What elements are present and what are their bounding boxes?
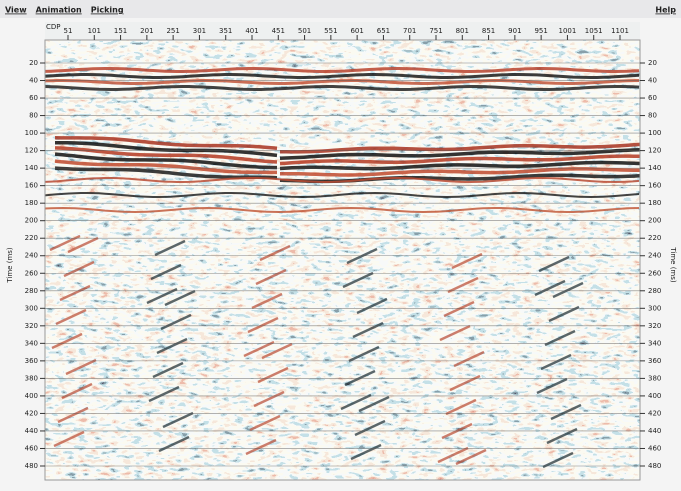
y-tick-label-left: 440 bbox=[25, 427, 38, 435]
y-tick-label-right: 380 bbox=[648, 374, 661, 382]
y-axis-label-right: Time (ms) bbox=[669, 246, 677, 283]
seismic-viewer: View Animation Picking Help CDP 51 101 151 20… bbox=[0, 0, 681, 491]
y-tick-label-left: 280 bbox=[25, 287, 38, 295]
y-tick-label-right: 460 bbox=[648, 444, 661, 452]
x-tick-label: 701 bbox=[403, 27, 416, 35]
y-tick-label-right: 300 bbox=[648, 304, 661, 312]
y-tick-label-left: 300 bbox=[25, 304, 38, 312]
y-tick-label-right: 440 bbox=[648, 427, 661, 435]
x-tick-label: 951 bbox=[534, 27, 547, 35]
menu-item[interactable]: Picking bbox=[91, 6, 124, 15]
x-tick-label: 651 bbox=[377, 27, 390, 35]
y-tick-label-left: 400 bbox=[25, 392, 38, 400]
seismic-texture bbox=[45, 40, 640, 480]
y-tick-label-left: 240 bbox=[25, 252, 38, 260]
menu-item[interactable]: Animation bbox=[36, 6, 82, 15]
y-tick-label-right: 40 bbox=[648, 77, 657, 85]
y-tick-label-right: 360 bbox=[648, 357, 661, 365]
x-axis-label: CDP bbox=[46, 23, 61, 31]
y-tick-label-right: 180 bbox=[648, 199, 661, 207]
y-tick-label-left: 160 bbox=[25, 182, 38, 190]
y-tick-label-left: 120 bbox=[25, 147, 38, 155]
y-tick-label-right: 420 bbox=[648, 409, 661, 417]
x-tick-label: 901 bbox=[508, 27, 521, 35]
y-tick-label-right: 100 bbox=[648, 129, 661, 137]
y-tick-label-right: 280 bbox=[648, 287, 661, 295]
y-tick-label-left: 360 bbox=[25, 357, 38, 365]
y-tick-label-left: 40 bbox=[29, 77, 38, 85]
x-tick-label: 101 bbox=[88, 27, 101, 35]
y-tick-label-right: 260 bbox=[648, 269, 661, 277]
y-tick-label-left: 340 bbox=[25, 339, 38, 347]
x-tick-label: 251 bbox=[166, 27, 179, 35]
y-tick-label-right: 120 bbox=[648, 147, 661, 155]
y-tick-label-right: 160 bbox=[648, 182, 661, 190]
y-tick-label-right: 200 bbox=[648, 217, 661, 225]
y-tick-label-right: 340 bbox=[648, 339, 661, 347]
y-tick-label-left: 80 bbox=[29, 112, 38, 120]
y-tick-label-right: 240 bbox=[648, 252, 661, 260]
x-tick-label: 851 bbox=[482, 27, 495, 35]
y-axis-label-left: Time (ms) bbox=[6, 247, 14, 284]
y-tick-label-left: 320 bbox=[25, 322, 38, 330]
y-tick-label-right: 220 bbox=[648, 234, 661, 242]
y-tick-label-right: 20 bbox=[648, 59, 657, 67]
y-tick-label-left: 140 bbox=[25, 164, 38, 172]
y-tick-label-left: 420 bbox=[25, 409, 38, 417]
y-tick-label-left: 220 bbox=[25, 234, 38, 242]
x-tick-label: 151 bbox=[114, 27, 127, 35]
y-tick-label-left: 60 bbox=[29, 94, 38, 102]
x-tick-label: 401 bbox=[245, 27, 258, 35]
x-tick-label: 1101 bbox=[611, 27, 629, 35]
y-tick-label-left: 380 bbox=[25, 374, 38, 382]
y-tick-label-left: 200 bbox=[25, 217, 38, 225]
y-tick-label-right: 480 bbox=[648, 462, 661, 470]
menu-item[interactable]: View bbox=[5, 6, 27, 15]
x-tick-label: 801 bbox=[456, 27, 469, 35]
x-tick-label: 1001 bbox=[559, 27, 577, 35]
menu: View Animation Picking bbox=[5, 6, 124, 15]
y-tick-label-left: 100 bbox=[25, 129, 38, 137]
y-tick-label-left: 260 bbox=[25, 269, 38, 277]
y-tick-label-left: 180 bbox=[25, 199, 38, 207]
x-tick-label: 451 bbox=[272, 27, 285, 35]
x-tick-label: 601 bbox=[350, 27, 363, 35]
seismic-image bbox=[45, 40, 640, 480]
x-tick-label: 501 bbox=[298, 27, 311, 35]
x-tick-label: 201 bbox=[140, 27, 153, 35]
x-tick-label: 1051 bbox=[585, 27, 603, 35]
y-tick-label-left: 480 bbox=[25, 462, 38, 470]
x-axis-band bbox=[45, 22, 640, 40]
y-tick-label-right: 140 bbox=[648, 164, 661, 172]
x-tick-label: 51 bbox=[64, 27, 73, 35]
menu-help[interactable]: Help bbox=[655, 6, 676, 15]
x-tick-label: 351 bbox=[219, 27, 232, 35]
x-tick-label: 301 bbox=[193, 27, 206, 35]
y-tick-label-left: 460 bbox=[25, 444, 38, 452]
y-tick-label-right: 400 bbox=[648, 392, 661, 400]
x-tick-label: 551 bbox=[324, 27, 337, 35]
y-tick-label-left: 20 bbox=[29, 59, 38, 67]
y-tick-label-right: 80 bbox=[648, 112, 657, 120]
y-tick-label-right: 320 bbox=[648, 322, 661, 330]
x-tick-label: 751 bbox=[429, 27, 442, 35]
y-tick-label-right: 60 bbox=[648, 94, 657, 102]
